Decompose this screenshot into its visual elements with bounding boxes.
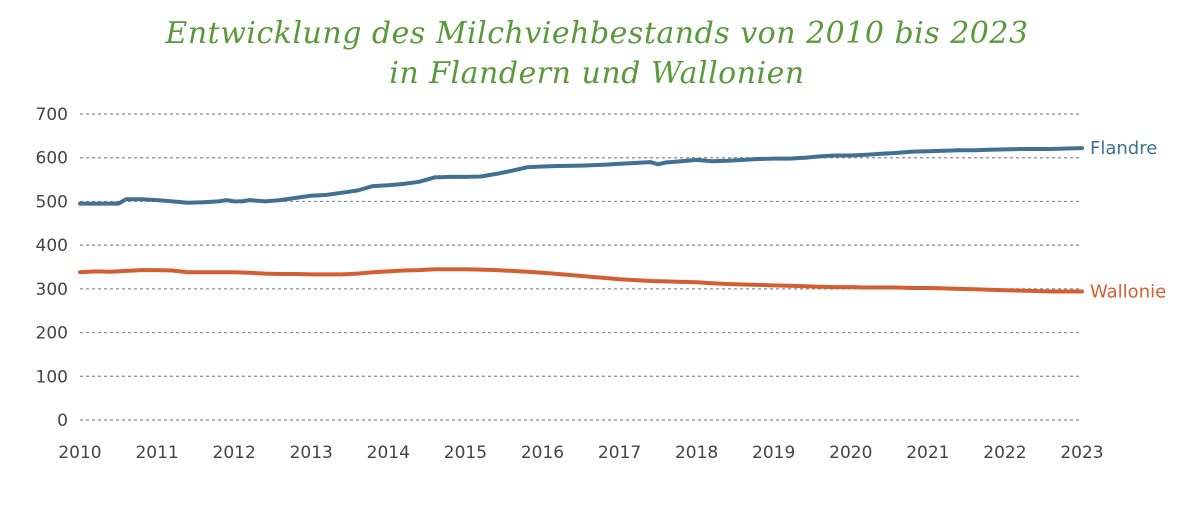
chart-title-line1: Entwicklung des Milchviehbestands von 20… [165, 16, 1029, 51]
gridlines [80, 113, 1082, 421]
x-tick-label: 2019 [752, 443, 795, 463]
x-axis-ticks: 2010 2011 2012 2013 2014 2015 2016 2017 2018 2019… [58, 443, 1103, 463]
series-label-wallonie: Wallonie [1090, 281, 1166, 302]
x-tick-label: 2022 [983, 443, 1026, 463]
y-tick-label: 100 [36, 367, 68, 387]
y-tick-label: 300 [36, 280, 68, 300]
series-lines [78, 146, 1084, 294]
y-tick-label: 700 [36, 105, 68, 125]
x-tick-label: 2014 [367, 443, 410, 463]
x-tick-label: 2010 [58, 443, 101, 463]
y-tick-label: 400 [36, 236, 68, 256]
x-tick-label: 2020 [829, 443, 872, 463]
series-label-flandre: Flandre [1090, 138, 1157, 159]
y-tick-label: 600 [36, 149, 68, 169]
x-tick-label: 2015 [444, 443, 487, 463]
series-line-flandre [78, 146, 1084, 206]
chart-title-line2: in Flandern und Wallonien [389, 56, 805, 91]
x-tick-label: 2016 [521, 443, 564, 463]
x-tick-label: 2012 [213, 443, 256, 463]
y-tick-label: 500 [36, 192, 68, 212]
chart-title: Entwicklung des Milchviehbestands von 20… [0, 14, 1194, 94]
y-axis-ticks: 0 100 200 300 400 500 600 700 [36, 105, 68, 431]
x-tick-label: 2013 [290, 443, 333, 463]
y-tick-label: 0 [57, 411, 68, 431]
y-tick-label: 200 [36, 324, 68, 344]
x-tick-label: 2023 [1060, 443, 1103, 463]
x-tick-label: 2011 [135, 443, 178, 463]
x-tick-label: 2021 [906, 443, 949, 463]
series-labels: Flandre Wallonie [1090, 138, 1166, 302]
series-line-wallonie [78, 267, 1084, 294]
x-tick-label: 2017 [598, 443, 641, 463]
x-tick-label: 2018 [675, 443, 718, 463]
